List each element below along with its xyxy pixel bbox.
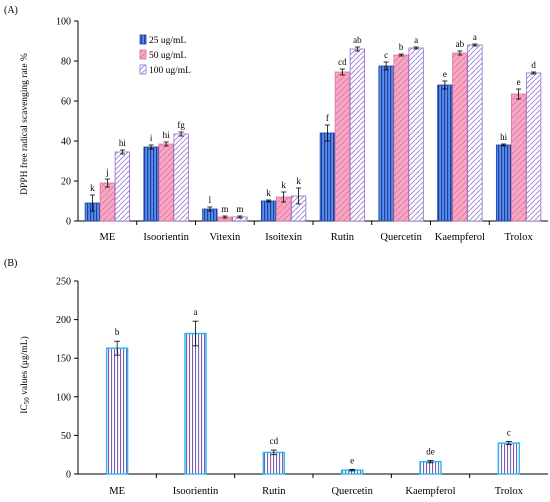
x-tick-label-a: Kaempferol: [435, 232, 485, 243]
significance-letter-a: k: [266, 188, 271, 198]
bar-b: [184, 332, 207, 475]
bar-a: [99, 182, 116, 222]
bar-a: [408, 47, 424, 222]
bar-a: [173, 133, 189, 222]
legend-a: 25 ug/mL 50 ug/mL 100 ug/mL: [139, 34, 191, 76]
significance-letter-b: a: [194, 307, 198, 317]
bar-a: [452, 52, 468, 222]
legend-label-a: 50 ug/mL: [149, 51, 186, 61]
significance-letter-a: cd: [338, 57, 347, 67]
y-tick-label-b: 200: [56, 315, 71, 326]
bar-a: [510, 93, 527, 222]
bar-a: [349, 48, 366, 222]
y-tick-label-b: 100: [56, 392, 71, 403]
significance-letter-a: a: [414, 35, 418, 45]
legend-label-a: 100 ug/mL: [149, 66, 191, 76]
bar-a: [393, 54, 409, 222]
bar-a: [495, 144, 512, 222]
significance-letter-a: e: [443, 69, 447, 79]
y-tick-label-b: 0: [66, 470, 71, 481]
y-tick-label-a: 20: [61, 177, 71, 188]
bar-a: [334, 71, 351, 222]
bar-a: [158, 143, 174, 222]
bar-a: [378, 65, 394, 222]
legend-label-a: 25 ug/mL: [149, 36, 186, 46]
bar-b: [419, 460, 442, 475]
bar-a: [525, 72, 542, 222]
bar-a: [143, 146, 159, 222]
significance-letter-a: l: [209, 195, 212, 205]
significance-letter-a: hi: [119, 138, 127, 148]
x-tick-label-b: ME: [109, 486, 125, 497]
y-axis-title-b: IC50 values (μg/mL): [19, 336, 31, 414]
significance-letter-a: ab: [456, 39, 465, 49]
significance-letter-a: b: [399, 42, 404, 52]
y-tick-label-a: 80: [61, 57, 71, 68]
significance-letter-a: k: [90, 183, 95, 193]
significance-letter-a: c: [384, 50, 388, 60]
significance-letter-a: k: [281, 180, 286, 190]
significance-letter-b: cd: [270, 436, 279, 446]
bar-b: [262, 451, 286, 475]
panel-label-b: (B): [4, 258, 17, 269]
y-tick-label-a: 60: [61, 97, 71, 108]
bar-a: [260, 200, 277, 222]
bar-a: [437, 84, 453, 222]
x-tick-label-a: Quercetin: [380, 232, 422, 243]
significance-letter-a: j: [105, 167, 109, 177]
bar-a: [114, 151, 131, 222]
x-tick-label-b: Rutin: [262, 486, 286, 497]
significance-letter-b: e: [350, 455, 354, 465]
x-tick-label-b: Isoorientin: [173, 486, 219, 497]
legend-swatch-a: [139, 49, 147, 60]
significance-letter-a: d: [531, 60, 536, 70]
x-tick-label-a: Isoitexin: [265, 232, 302, 243]
x-tick-label-b: Trolox: [495, 486, 524, 497]
significance-letter-b: c: [507, 428, 511, 438]
chart-panel-a: (A) DPPH free radical scavenging rate % …: [4, 5, 548, 243]
significance-letter-a: a: [473, 32, 477, 42]
significance-letter-a: ab: [353, 35, 362, 45]
x-tick-label-b: Quercetin: [331, 486, 373, 497]
significance-letter-a: hi: [163, 130, 171, 140]
bar-a: [319, 132, 336, 222]
significance-letter-a: hi: [500, 132, 508, 142]
significance-letter-a: fg: [177, 120, 185, 130]
significance-letter-b: b: [115, 327, 120, 337]
x-tick-label-a: Vitexin: [209, 232, 241, 243]
y-axis-title-a: DPPH free radical scavenging rate %: [19, 53, 30, 195]
legend-swatch-a: [139, 34, 147, 45]
significance-letter-a: e: [517, 77, 521, 87]
x-tick-label-a: Rutin: [331, 232, 355, 243]
y-tick-label-b: 50: [61, 431, 71, 442]
y-tick-label-b: 250: [56, 277, 71, 288]
significance-letter-b: de: [426, 446, 435, 456]
legend-swatch-a: [139, 64, 147, 75]
bar-b: [497, 442, 521, 475]
x-tick-label-a: ME: [100, 232, 116, 243]
bar-a: [467, 44, 483, 222]
y-tick-label-a: 100: [56, 17, 71, 28]
significance-letter-a: i: [150, 133, 153, 143]
x-tick-label-b: Kaempferol: [405, 486, 455, 497]
significance-letter-a: m: [236, 204, 243, 214]
significance-letter-a: m: [221, 204, 228, 214]
significance-letter-a: f: [326, 113, 329, 123]
y-tick-label-a: 40: [61, 137, 71, 148]
bar-b: [105, 347, 129, 475]
panel-label-a: (A): [4, 5, 18, 16]
chart-panel-b: (B) IC50 values (μg/mL) 0 50 100 150 200 250 M…: [4, 258, 548, 497]
y-tick-label-a: 0: [66, 217, 71, 228]
x-tick-label-a: Isoorientin: [143, 232, 189, 243]
x-tick-label-a: Trolox: [505, 232, 534, 243]
y-tick-label-b: 150: [56, 354, 71, 365]
significance-letter-a: k: [296, 176, 301, 186]
